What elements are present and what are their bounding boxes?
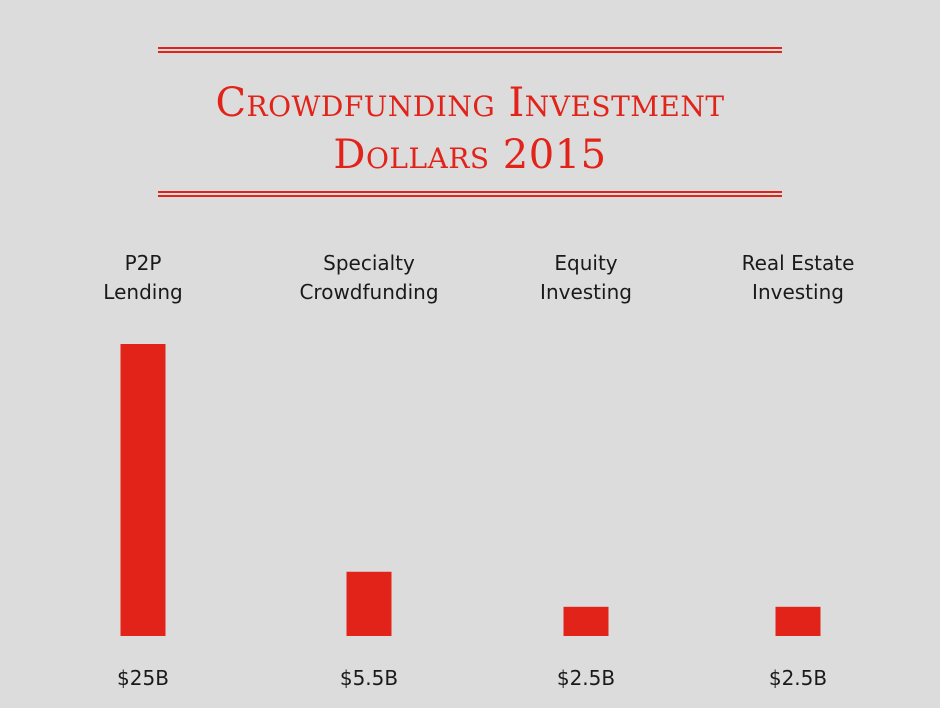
title-rule-top	[158, 47, 782, 53]
category-label: Investing	[540, 280, 632, 304]
bar	[563, 606, 609, 636]
value-label: $2.5B	[557, 666, 615, 690]
bar	[775, 606, 821, 636]
chart-title: Crowdfunding Investment Dollars 2015	[158, 77, 782, 181]
title-block: Crowdfunding Investment Dollars 2015	[158, 47, 782, 197]
title-rule-bottom	[158, 191, 782, 197]
category-label: Investing	[752, 280, 844, 304]
category-label: P2P	[125, 251, 162, 275]
category-label: Equity	[554, 251, 617, 275]
value-label: $25B	[117, 666, 169, 690]
category-label: Specialty	[323, 251, 415, 275]
bar	[346, 571, 392, 636]
value-label: $5.5B	[340, 666, 398, 690]
chart-title-line-2: Dollars 2015	[333, 132, 607, 178]
category-label: Lending	[103, 280, 182, 304]
chart-title-line-1: Crowdfunding Investment	[215, 80, 725, 126]
bar	[120, 344, 166, 636]
category-label: Real Estate	[742, 251, 855, 275]
category-label: Crowdfunding	[299, 280, 438, 304]
value-label: $2.5B	[769, 666, 827, 690]
